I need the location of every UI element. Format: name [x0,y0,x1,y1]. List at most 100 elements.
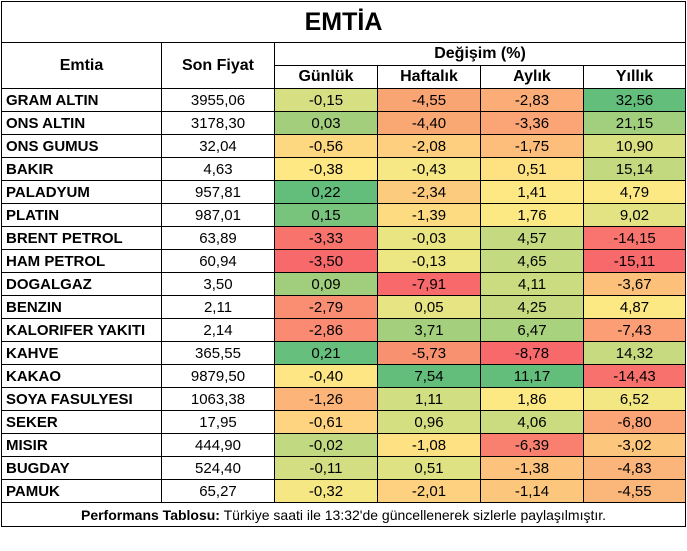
yearly-change-cell: 6,52 [582,387,687,411]
last-price-cell: 32,04 [161,134,275,158]
daily-change-cell: -0,15 [274,88,378,112]
last-price-cell: 65,27 [161,479,275,503]
table-row: BRENT PETROL 63,89 -3,33 -0,03 4,57 -14,15 [1,226,687,250]
yearly-change-cell: -6,80 [582,410,687,434]
daily-change-cell: 0,21 [274,341,378,365]
weekly-change-cell: 0,05 [377,295,481,319]
weekly-change-cell: 1,11 [377,387,481,411]
yearly-change-cell: 32,56 [582,88,687,112]
monthly-change-cell: 4,11 [480,272,584,296]
commodity-name: MISIR [1,433,162,457]
weekly-change-cell: -2,01 [377,479,481,503]
yearly-change-cell: -3,02 [582,433,687,457]
monthly-change-cell: 6,47 [480,318,584,342]
last-price-cell: 2,11 [161,295,275,319]
weekly-change-cell: -1,39 [377,203,481,227]
commodity-name: PLATIN [1,203,162,227]
monthly-change-cell: 4,57 [480,226,584,250]
monthly-change-cell: 1,76 [480,203,584,227]
yearly-change-cell: 9,02 [582,203,687,227]
commodity-name: KALORIFER YAKITI [1,318,162,342]
last-price-cell: 987,01 [161,203,275,227]
header-commodity: Emtia [1,42,162,89]
table-row: MISIR 444,90 -0,02 -1,08 -6,39 -3,02 [1,433,687,457]
yearly-change-cell: 14,32 [582,341,687,365]
header-change-group: Değişim (%) [273,42,687,66]
monthly-change-cell: 0,51 [480,157,584,181]
table-row: SEKER 17,95 -0,61 0,96 4,06 -6,80 [1,410,687,434]
yearly-change-cell: 15,14 [582,157,687,181]
last-price-cell: 60,94 [161,249,275,273]
last-price-cell: 17,95 [161,410,275,434]
footer-text: Türkiye saati ile 13:32'de güncellenerek… [219,506,607,523]
daily-change-cell: -0,40 [274,364,378,388]
commodity-name: DOGALGAZ [1,272,162,296]
commodity-name: PALADYUM [1,180,162,204]
daily-change-cell: -3,33 [274,226,378,250]
yearly-change-cell: -7,43 [582,318,687,342]
last-price-cell: 365,55 [161,341,275,365]
monthly-change-cell: -1,14 [480,479,584,503]
table-row: PAMUK 65,27 -0,32 -2,01 -1,14 -4,55 [1,479,687,503]
daily-change-cell: -0,11 [274,456,378,480]
monthly-change-cell: -1,75 [480,134,584,158]
daily-change-cell: 0,09 [274,272,378,296]
weekly-change-cell: -5,73 [377,341,481,365]
table-row: PLATIN 987,01 0,15 -1,39 1,76 9,02 [1,203,687,227]
weekly-change-cell: -4,40 [377,111,481,135]
table-row: SOYA FASULYESI 1063,38 -1,26 1,11 1,86 6,52 [1,387,687,411]
monthly-change-cell: -6,39 [480,433,584,457]
table-row: HAM PETROL 60,94 -3,50 -0,13 4,65 -15,11 [1,249,687,273]
weekly-change-cell: -7,91 [377,272,481,296]
commodity-name: KAHVE [1,341,162,365]
commodity-name: HAM PETROL [1,249,162,273]
table-body: GRAM ALTIN 3955,06 -0,15 -4,55 -2,83 32,56 ONS… [1,88,687,503]
monthly-change-cell: 1,86 [480,387,584,411]
daily-change-cell: -2,86 [274,318,378,342]
monthly-change-cell: -1,38 [480,456,584,480]
last-price-cell: 524,40 [161,456,275,480]
table-row: PALADYUM 957,81 0,22 -2,34 1,41 4,79 [1,180,687,204]
yearly-change-cell: 10,90 [582,134,687,158]
daily-change-cell: -0,32 [274,479,378,503]
table-row: BUGDAY 524,40 -0,11 0,51 -1,38 -4,83 [1,456,687,480]
commodity-name: ONS ALTIN [1,111,162,135]
table-row: ONS GUMUS 32,04 -0,56 -2,08 -1,75 10,90 [1,134,687,158]
monthly-change-cell: -3,36 [480,111,584,135]
commodity-name: PAMUK [1,479,162,503]
header-last-price: Son Fiyat [161,42,275,89]
monthly-change-cell: 11,17 [480,364,584,388]
monthly-change-cell: 4,25 [480,295,584,319]
table-row: DOGALGAZ 3,50 0,09 -7,91 4,11 -3,67 [1,272,687,296]
header-monthly: Aylık [480,65,584,89]
table-footer: Performans Tablosu: Türkiye saati ile 13… [0,502,687,527]
commodity-name: SEKER [1,410,162,434]
weekly-change-cell: -2,08 [377,134,481,158]
yearly-change-cell: 21,15 [582,111,687,135]
commodity-name: GRAM ALTIN [1,88,162,112]
yearly-change-cell: 4,87 [582,295,687,319]
commodity-name: SOYA FASULYESI [1,387,162,411]
weekly-change-cell: -0,03 [377,226,481,250]
monthly-change-cell: -8,78 [480,341,584,365]
daily-change-cell: -2,79 [274,295,378,319]
yearly-change-cell: -3,67 [582,272,687,296]
daily-change-cell: 0,22 [274,180,378,204]
daily-change-cell: -0,61 [274,410,378,434]
weekly-change-cell: -4,55 [377,88,481,112]
yearly-change-cell: -4,55 [582,479,687,503]
table-row: KAKAO 9879,50 -0,40 7,54 11,17 -14,43 [1,364,687,388]
monthly-change-cell: 4,65 [480,249,584,273]
table-row: KAHVE 365,55 0,21 -5,73 -8,78 14,32 [1,341,687,365]
last-price-cell: 3955,06 [161,88,275,112]
table-row: GRAM ALTIN 3955,06 -0,15 -4,55 -2,83 32,56 [1,88,687,112]
monthly-change-cell: 1,41 [480,180,584,204]
table-row: BAKIR 4,63 -0,38 -0,43 0,51 15,14 [1,157,687,181]
weekly-change-cell: 0,96 [377,410,481,434]
daily-change-cell: -0,02 [274,433,378,457]
footer-label: Performans Tablosu: [80,506,220,523]
commodity-name: BENZIN [1,295,162,319]
last-price-cell: 2,14 [161,318,275,342]
header-yearly: Yıllık [582,65,687,89]
